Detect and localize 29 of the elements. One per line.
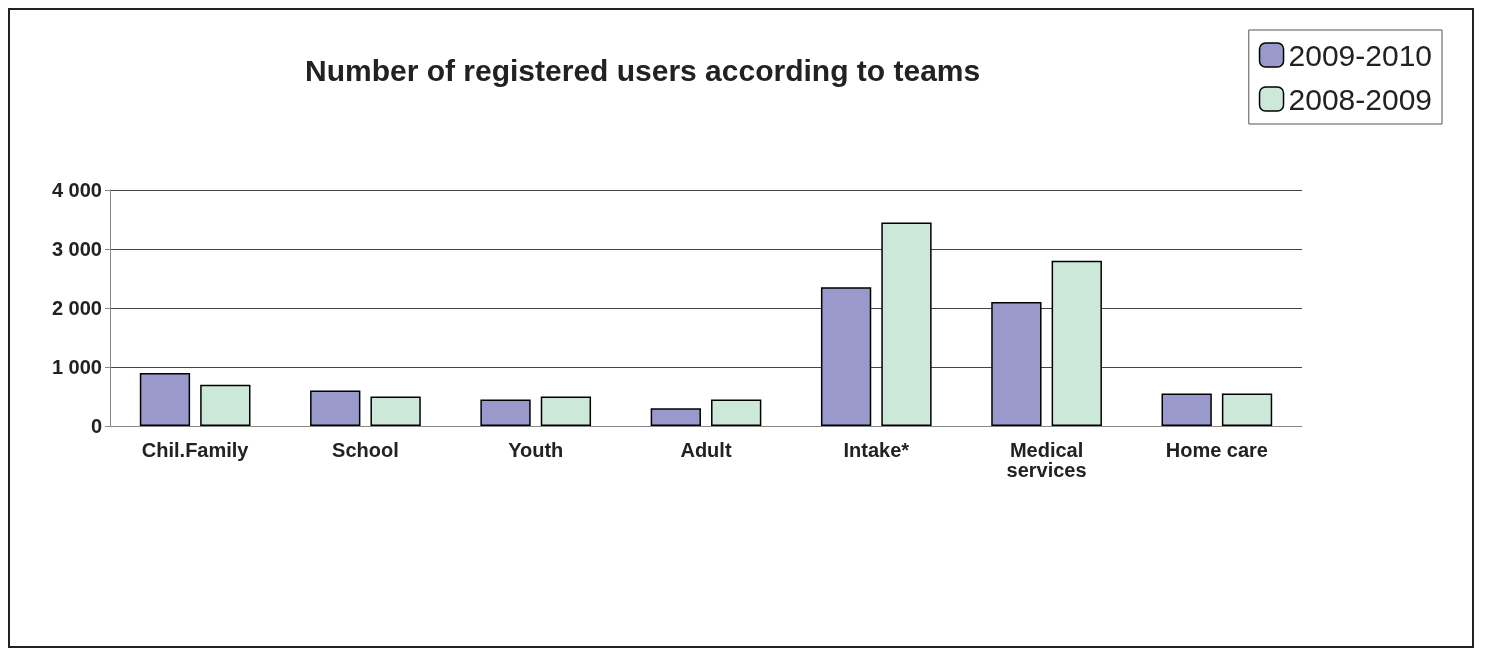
bar — [1051, 260, 1102, 426]
bar — [370, 396, 421, 426]
y-tick-label: 4 000 — [51, 179, 102, 201]
y-tick-label: 3 000 — [51, 238, 102, 260]
y-tick-label: 1 000 — [51, 356, 102, 378]
bar — [480, 399, 531, 426]
x-tick-label: Chil.Family — [141, 439, 250, 461]
bar — [139, 372, 191, 426]
x-tick-label: School — [332, 439, 399, 461]
x-tick-label: Youth — [508, 439, 564, 461]
bar — [881, 222, 932, 426]
bar — [1221, 393, 1273, 426]
bar — [200, 384, 251, 426]
x-tick-label: Intake* — [843, 439, 910, 461]
bar — [820, 287, 872, 426]
bar — [991, 302, 1042, 426]
y-tick-label: 2 000 — [51, 297, 102, 319]
bar — [310, 390, 361, 426]
legend-label: 2009-2010 — [1288, 38, 1432, 72]
bar — [540, 396, 592, 426]
bar — [650, 408, 701, 426]
chart-title: Number of registered users according to teams — [305, 53, 981, 87]
y-tick-label: 0 — [90, 415, 102, 437]
x-tick-label: Medical services — [1006, 439, 1087, 481]
x-tick-label: Home care — [1165, 439, 1268, 461]
bar — [711, 399, 762, 426]
x-tick-label: Adult — [680, 439, 732, 461]
bar — [1161, 393, 1212, 426]
legend-label: 2008-2009 — [1288, 82, 1432, 116]
